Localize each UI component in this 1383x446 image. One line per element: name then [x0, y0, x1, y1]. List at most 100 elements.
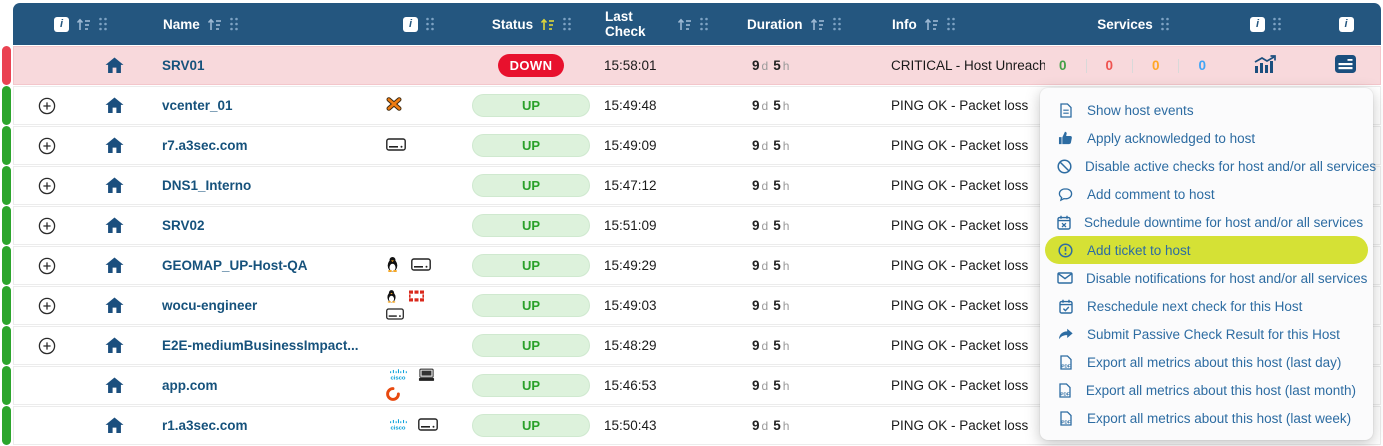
column-label-info[interactable]: Info	[892, 16, 917, 32]
menu-item-export-metrics-month[interactable]: PDF Export all metrics about this host (…	[1040, 376, 1373, 404]
home-icon[interactable]	[105, 177, 124, 194]
menu-item-submit-passive-check[interactable]: Submit Passive Check Result for this Hos…	[1040, 320, 1373, 348]
menu-item-show-host-events[interactable]: Show host events	[1040, 96, 1373, 124]
host-name-link[interactable]: E2E-mediumBusinessImpact...	[162, 338, 359, 353]
header-cell-host-icons: i	[371, 16, 467, 32]
expand-row-button[interactable]	[38, 257, 56, 275]
comment-icon	[1057, 187, 1074, 202]
column-info-icon[interactable]: i	[403, 16, 418, 32]
envelope-icon	[1057, 272, 1073, 284]
info-text: PING OK - Packet loss	[891, 298, 1029, 313]
menu-item-reschedule-check[interactable]: Reschedule next check for this Host	[1040, 292, 1373, 320]
host-state-bar-ok	[2, 286, 11, 325]
column-label-last-check[interactable]: Last Check	[605, 9, 646, 39]
expand-row-button[interactable]	[38, 137, 56, 155]
home-icon[interactable]	[105, 217, 124, 234]
home-icon[interactable]	[105, 417, 124, 434]
hdd-icon	[386, 307, 404, 323]
menu-item-export-metrics-day[interactable]: PDF Export all metrics about this host (…	[1040, 348, 1373, 376]
expand-row-button[interactable]	[38, 177, 56, 195]
drag-handle-icon[interactable]	[946, 17, 956, 31]
host-name-link[interactable]: app.com	[162, 378, 218, 393]
status-badge: UP	[472, 374, 590, 397]
sort-icon[interactable]	[810, 18, 825, 31]
host-name-link[interactable]: SRV02	[162, 218, 205, 233]
header-cell-selection: i	[13, 16, 149, 32]
expand-row-button[interactable]	[38, 337, 56, 355]
menu-item-disable-active-checks[interactable]: Disable active checks for host and/or al…	[1040, 152, 1376, 180]
services-ok-count[interactable]: 0	[1059, 58, 1067, 73]
sort-icon[interactable]	[207, 18, 222, 31]
column-info-icon[interactable]: i	[54, 16, 69, 32]
cisco-icon: cisco	[386, 368, 410, 384]
host-type-icons: cisco	[370, 368, 466, 404]
info-text: PING OK - Packet loss	[891, 138, 1029, 153]
linux-icon	[386, 289, 397, 306]
expand-row-button[interactable]	[38, 217, 56, 235]
drag-handle-icon[interactable]	[699, 17, 709, 31]
host-name-link[interactable]: SRV01	[162, 58, 205, 73]
menu-item-add-ticket[interactable]: Add ticket to host	[1045, 236, 1368, 264]
drag-handle-icon[interactable]	[832, 17, 842, 31]
services-critical-count[interactable]: 0	[1105, 58, 1113, 73]
menu-item-schedule-downtime[interactable]: Schedule downtime for host and/or all se…	[1040, 208, 1373, 236]
sort-icon[interactable]	[76, 18, 91, 31]
menu-item-add-comment[interactable]: Add comment to host	[1040, 180, 1373, 208]
host-name-link[interactable]: wocu-engineer	[162, 298, 258, 313]
menu-item-label: Apply acknowledged to host	[1087, 130, 1256, 146]
expand-row-button[interactable]	[38, 97, 56, 115]
calendar-check-icon	[1057, 299, 1074, 314]
linux-icon	[386, 256, 399, 275]
drag-handle-icon[interactable]	[562, 17, 572, 31]
metrics-chart-icon[interactable]	[1254, 54, 1276, 77]
sort-icon[interactable]	[677, 18, 692, 31]
home-icon[interactable]	[105, 257, 124, 274]
home-icon[interactable]	[105, 337, 124, 354]
info-text: PING OK - Packet loss	[891, 98, 1029, 113]
drag-handle-icon[interactable]	[1272, 17, 1282, 31]
host-name-link[interactable]: DNS1_Interno	[162, 178, 252, 193]
home-icon[interactable]	[105, 377, 124, 394]
host-state-bar-ok	[2, 246, 11, 285]
home-icon[interactable]	[105, 297, 124, 314]
column-label-name[interactable]: Name	[163, 16, 200, 32]
column-label-status[interactable]: Status	[491, 16, 534, 32]
host-name-link[interactable]: vcenter_01	[162, 98, 233, 113]
circle-exclamation-icon	[1057, 242, 1074, 258]
column-info-icon[interactable]: i	[1250, 16, 1265, 32]
services-unknown-count[interactable]: 0	[1198, 58, 1206, 73]
host-type-icons	[370, 289, 466, 323]
menu-item-export-metrics-week[interactable]: PDF Export all metrics about this host (…	[1040, 404, 1373, 432]
drag-handle-icon[interactable]	[1160, 17, 1170, 31]
host-name-link[interactable]: GEOMAP_UP-Host-QA	[162, 258, 308, 273]
column-label-duration[interactable]: Duration	[747, 16, 803, 32]
host-report-icon[interactable]	[1334, 55, 1356, 76]
menu-item-label: Add comment to host	[1087, 186, 1215, 202]
menu-item-apply-acknowledged[interactable]: Apply acknowledged to host	[1040, 124, 1373, 152]
status-badge: UP	[472, 134, 590, 157]
sort-active-icon[interactable]	[540, 18, 555, 31]
home-icon[interactable]	[105, 57, 124, 74]
host-state-bar-ok	[2, 366, 11, 405]
menu-item-disable-notifications[interactable]: Disable notifications for host and/or al…	[1040, 264, 1373, 292]
column-info-icon[interactable]: i	[1338, 16, 1354, 32]
drag-handle-icon[interactable]	[425, 17, 435, 31]
drag-handle-icon[interactable]	[229, 17, 239, 31]
calendar-xmark-icon	[1057, 215, 1071, 230]
host-name-link[interactable]: r7.a3sec.com	[162, 138, 248, 153]
services-warning-count[interactable]: 0	[1151, 58, 1160, 73]
sort-icon[interactable]	[924, 18, 939, 31]
drag-handle-icon[interactable]	[98, 17, 108, 31]
host-name-link[interactable]: r1.a3sec.com	[162, 418, 248, 433]
home-icon[interactable]	[105, 97, 124, 114]
column-label-services[interactable]: Services	[1097, 16, 1153, 32]
last-check-value: 15:47:12	[604, 178, 657, 193]
host-state-bar-ok	[2, 166, 11, 205]
svg-text:PDF: PDF	[1061, 363, 1070, 368]
expand-row-button[interactable]	[38, 297, 56, 315]
vmware-icon	[386, 97, 402, 114]
home-icon[interactable]	[105, 137, 124, 154]
